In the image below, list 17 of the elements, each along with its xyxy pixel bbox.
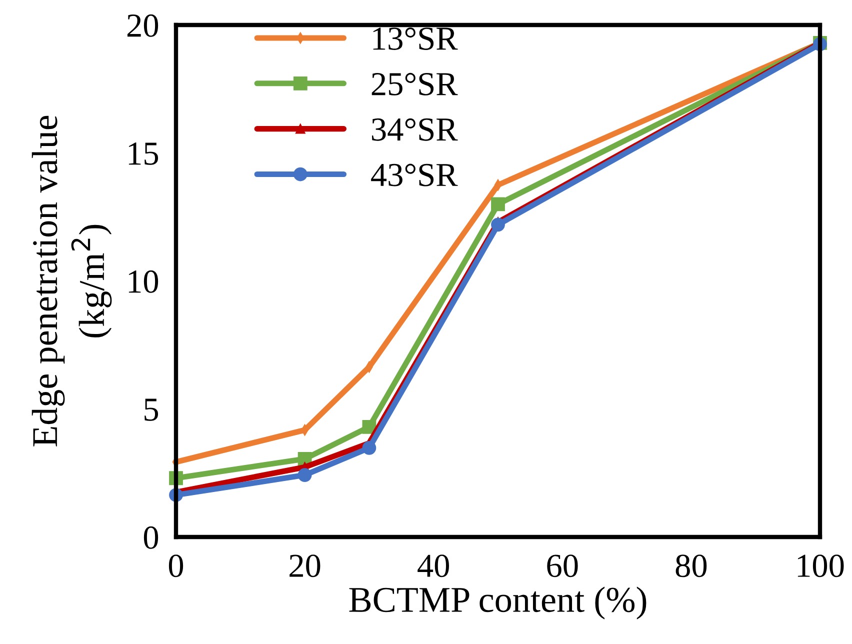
y-axis-title: Edge penetration value (kg/m$^{2}$)	[32, 116, 112, 446]
x-tick-label: 60	[547, 554, 578, 578]
legend-label: 25°SR	[372, 72, 458, 96]
x-tick-label: 100	[798, 554, 844, 578]
x-tick-label: 80	[676, 554, 707, 578]
legend-label: 43°SR	[371, 164, 458, 186]
x-tick-label: 0	[168, 554, 184, 578]
y-tick-label: 10	[128, 270, 158, 293]
legend-label: 13°SR	[373, 27, 458, 50]
legend-label: 34°SR	[372, 118, 458, 141]
x-tick-label: 40	[418, 554, 449, 578]
x-axis-title: BCTMP content (%)	[349, 586, 646, 620]
y-tick-label: 5	[144, 398, 158, 421]
y-tick-label: 15	[128, 142, 158, 165]
y-tick-label: 20	[127, 14, 158, 37]
y-tick-label: 0	[144, 526, 158, 549]
x-tick-label: 20	[290, 554, 320, 578]
